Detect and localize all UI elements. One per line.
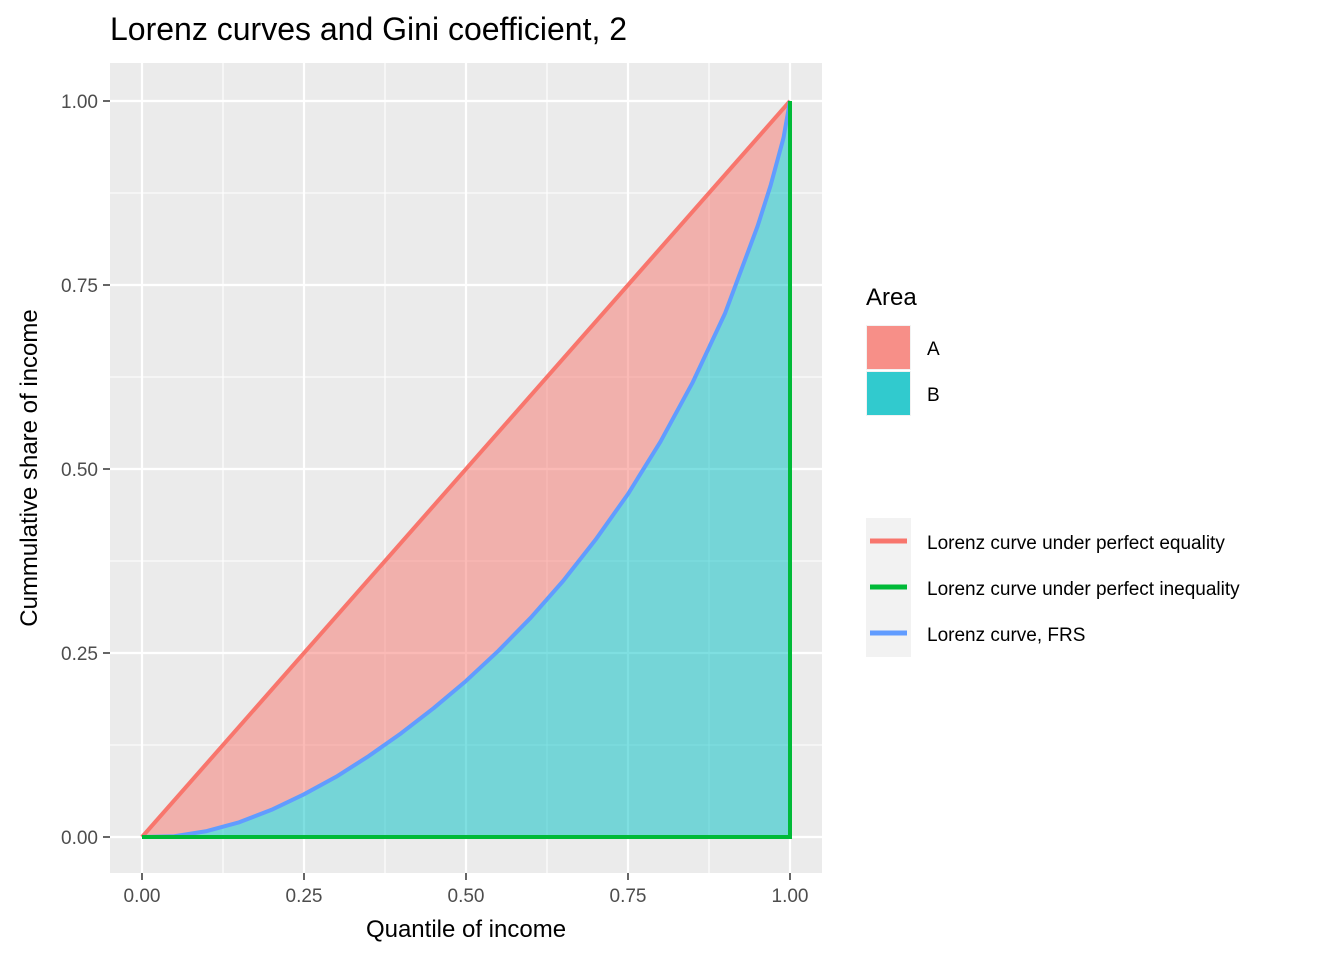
legend-label-perfect-inequality: Lorenz curve under perfect inequality	[927, 579, 1240, 600]
y-axis: 0.00 0.25 0.50 0.75 1.00	[61, 92, 110, 849]
y-tick-label: 0.00	[61, 828, 98, 849]
legend-label-b: B	[927, 385, 940, 406]
x-tick-label: 0.00	[124, 886, 161, 907]
legend-swatch-b	[867, 372, 910, 415]
chart-title: Lorenz curves and Gini coefficient, 2	[110, 11, 627, 47]
x-tick-label: 0.50	[448, 886, 485, 907]
legend-area-title: Area	[866, 284, 917, 311]
legend-swatch-a	[867, 326, 910, 369]
legend-label-a: A	[927, 339, 940, 360]
line-lorenz-frs	[141, 100, 792, 839]
y-tick-label: 0.50	[61, 460, 98, 481]
line-perfect-inequality	[142, 101, 792, 839]
x-axis: 0.00 0.25 0.50 0.75 1.00	[124, 873, 809, 907]
y-tick-label: 0.75	[61, 276, 98, 297]
legend-area: Area A B	[866, 284, 940, 416]
y-tick-label: 1.00	[61, 92, 98, 113]
x-tick-label: 0.75	[610, 886, 647, 907]
x-axis-label: Quantile of income	[366, 916, 566, 943]
legend-label-lorenz-frs: Lorenz curve, FRS	[927, 625, 1085, 646]
x-tick-label: 0.25	[286, 886, 323, 907]
area-b	[142, 101, 790, 837]
line-perfect-equality	[140, 99, 792, 839]
x-tick-label: 1.00	[772, 886, 809, 907]
legend-label-perfect-equality: Lorenz curve under perfect equality	[927, 533, 1225, 554]
y-tick-label: 0.25	[61, 644, 98, 665]
y-axis-label: Cummulative share of income	[16, 309, 43, 626]
legend-lines: Lorenz curve under perfect equality Lore…	[866, 518, 1240, 657]
